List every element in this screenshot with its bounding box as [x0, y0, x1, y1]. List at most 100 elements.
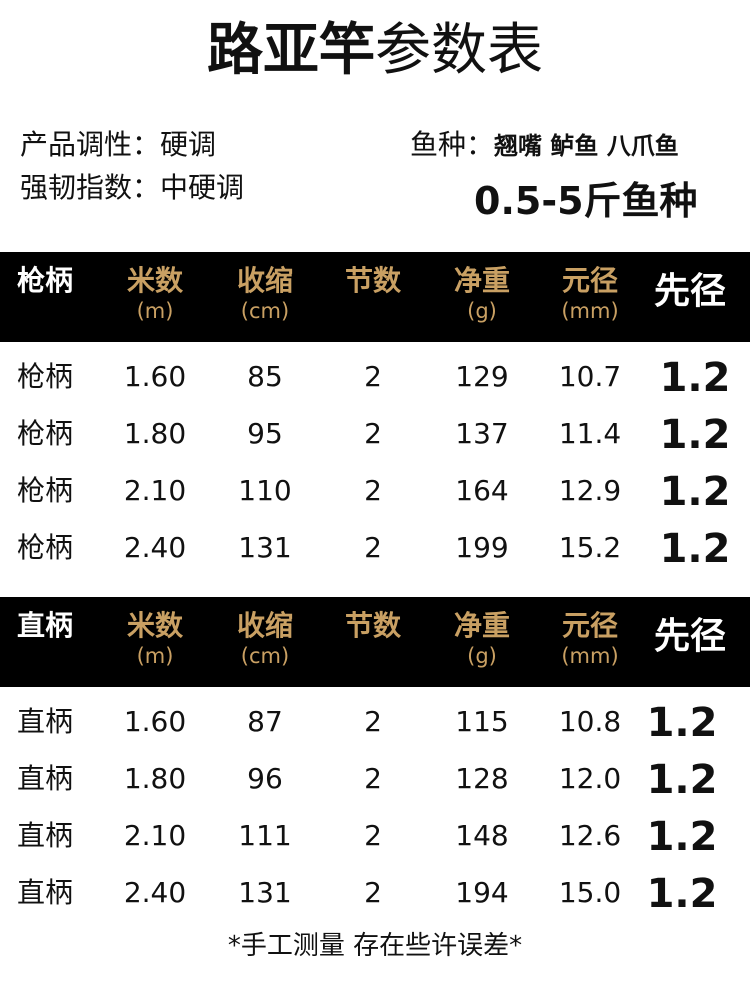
column-unit: (g) [467, 644, 497, 668]
table-cell: 1.60 [123, 360, 187, 393]
column-unit: (mm) [561, 299, 619, 323]
table-cell: 枪柄 [16, 417, 73, 450]
table-cell: 115 [455, 705, 509, 738]
column-name: 收缩 [236, 264, 293, 297]
column-name: 元径 [561, 264, 618, 297]
column-header: 净重 (g) [427, 609, 537, 669]
table-cell: 1.2 [646, 814, 718, 860]
column-header: 元径 (mm) [535, 264, 645, 324]
table-header: 枪柄 米数 (m) 收缩 (cm) 节数 净重 (g) 元径 (mm) 先径 [0, 252, 750, 342]
table-cell: 10.8 [558, 705, 622, 738]
table-cell: 2 [364, 876, 382, 909]
column-name: 米数 [126, 609, 183, 642]
table-cell: 1.2 [659, 469, 731, 515]
table-cell: 1.2 [659, 412, 731, 458]
column-unit: (m) [136, 299, 174, 323]
toughness-label: 强韧指数：中硬调 [20, 171, 245, 204]
table-header: 直柄 米数 (m) 收缩 (cm) 节数 净重 (g) 元径 (mm) 先径 [0, 597, 750, 687]
table-cell: 2.10 [123, 819, 187, 852]
table-cell: 2 [364, 417, 382, 450]
table-cell: 10.7 [558, 360, 622, 393]
table-cell: 2.10 [123, 474, 187, 507]
table-cell: 110 [238, 474, 292, 507]
table-cell: 1.2 [646, 757, 718, 803]
column-header: 先径 [635, 270, 745, 314]
table-cell: 直柄 [16, 819, 73, 852]
table-cell: 2 [364, 531, 382, 564]
table-cell: 129 [455, 360, 509, 393]
action-label: 产品调性：硬调 [20, 128, 217, 161]
species-value: 翘嘴 鲈鱼 八爪鱼 [494, 132, 679, 160]
table-cell: 1.2 [646, 700, 718, 746]
column-name: 节数 [344, 609, 401, 642]
table-cell: 1.2 [659, 526, 731, 572]
table-cell: 12.6 [558, 819, 622, 852]
table-cell: 12.9 [558, 474, 622, 507]
column-name: 先径 [653, 271, 726, 312]
table-cell: 2.40 [123, 876, 187, 909]
column-name: 元径 [561, 609, 618, 642]
footer-note: *手工测量 存在些许误差* [227, 931, 523, 961]
column-name: 净重 [453, 609, 510, 642]
table-cell: 2 [364, 819, 382, 852]
column-header: 米数 (m) [100, 264, 210, 324]
column-header: 枪柄 [0, 264, 100, 298]
table-cell: 直柄 [16, 876, 73, 909]
column-header: 净重 (g) [427, 264, 537, 324]
table-cell: 枪柄 [16, 474, 73, 507]
table-cell: 131 [238, 876, 292, 909]
title-normal: 参数表 [375, 18, 543, 83]
table-cell: 128 [455, 762, 509, 795]
table-cell: 2 [364, 705, 382, 738]
column-header: 先径 [635, 615, 745, 659]
table-cell: 111 [238, 819, 292, 852]
table-cell: 2 [364, 360, 382, 393]
column-name: 直柄 [16, 609, 73, 642]
table-cell: 11.4 [558, 417, 622, 450]
table-cell: 枪柄 [16, 360, 73, 393]
table-cell: 194 [455, 876, 509, 909]
table-cell: 95 [247, 417, 283, 450]
column-name: 先径 [653, 616, 726, 657]
page-title: 路亚竿参数表 [0, 18, 750, 84]
species-label: 鱼种： [410, 128, 495, 161]
table-cell: 199 [455, 531, 509, 564]
table-cell: 枪柄 [16, 531, 73, 564]
species-line: 鱼种：翘嘴 鲈鱼 八爪鱼 [410, 127, 679, 164]
column-unit: (mm) [561, 644, 619, 668]
table-cell: 15.0 [558, 876, 622, 909]
table-cell: 1.60 [123, 705, 187, 738]
table-cell: 2.40 [123, 531, 187, 564]
column-name: 净重 [453, 264, 510, 297]
table-cell: 2 [364, 762, 382, 795]
column-name: 米数 [126, 264, 183, 297]
column-header: 节数 [318, 609, 428, 643]
table-cell: 164 [455, 474, 509, 507]
column-unit: (g) [467, 299, 497, 323]
column-name: 节数 [344, 264, 401, 297]
table-cell: 1.80 [123, 417, 187, 450]
table-cell: 96 [247, 762, 283, 795]
table-cell: 2 [364, 474, 382, 507]
column-header: 直柄 [0, 609, 100, 643]
column-unit: (cm) [240, 644, 290, 668]
weight-range: 0.5-5斤鱼种 [474, 179, 698, 223]
column-name: 枪柄 [16, 264, 73, 297]
table-cell: 1.2 [659, 355, 731, 401]
table-cell: 直柄 [16, 762, 73, 795]
table-cell: 1.80 [123, 762, 187, 795]
column-header: 米数 (m) [100, 609, 210, 669]
title-bold: 路亚竿 [207, 18, 375, 83]
table-cell: 12.0 [558, 762, 622, 795]
table-cell: 85 [247, 360, 283, 393]
column-unit: (m) [136, 644, 174, 668]
column-header: 收缩 (cm) [210, 264, 320, 324]
table-cell: 148 [455, 819, 509, 852]
table-cell: 直柄 [16, 705, 73, 738]
table-cell: 1.2 [646, 871, 718, 917]
table-cell: 137 [455, 417, 509, 450]
table-cell: 131 [238, 531, 292, 564]
column-header: 元径 (mm) [535, 609, 645, 669]
column-name: 收缩 [236, 609, 293, 642]
